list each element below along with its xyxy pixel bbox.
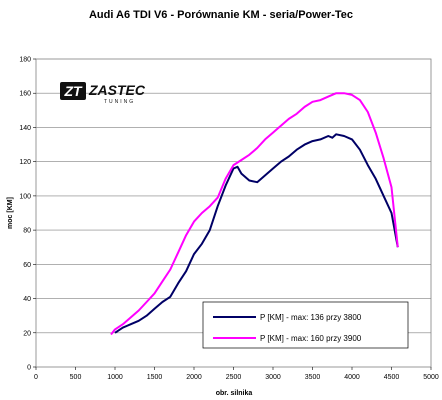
logo-tagline: TUNING <box>104 99 135 105</box>
y-tick-label: 80 <box>23 228 31 235</box>
chart-title: Audi A6 TDI V6 - Porównanie KM - seria/P… <box>89 9 353 21</box>
y-tick-label: 140 <box>19 125 31 132</box>
x-tick-label: 500 <box>70 374 82 381</box>
y-axis-label: moc [KM] <box>7 197 14 229</box>
series-lines <box>110 92 399 336</box>
legend: P [KM] - max: 136 przy 3800 P [KM] - max… <box>202 301 409 349</box>
x-tick-label: 0 <box>34 374 38 381</box>
y-tick-label: 120 <box>19 159 31 166</box>
y-tick-label: 180 <box>19 57 31 64</box>
x-tick-label: 4000 <box>344 374 360 381</box>
x-tick-label: 5000 <box>423 374 439 381</box>
legend-label-series-2: P [KM] - max: 160 przy 3900 <box>260 334 362 343</box>
x-tick-label: 2000 <box>186 374 202 381</box>
series-line-1 <box>114 133 399 334</box>
y-tick-labels: 0 20 40 60 80 100 120 140 160 180 <box>19 57 36 372</box>
logo-brand: ZASTEC <box>88 82 146 98</box>
x-tick-label: 4500 <box>384 374 400 381</box>
zastec-logo: ZT ZASTEC TUNING <box>60 82 146 105</box>
x-tick-label: 1500 <box>147 374 163 381</box>
y-tick-label: 60 <box>23 262 31 269</box>
series-line-2 <box>110 92 399 336</box>
x-tick-label: 3500 <box>305 374 321 381</box>
y-tick-label: 40 <box>23 296 31 303</box>
x-tick-label: 3000 <box>265 374 281 381</box>
y-tick-label: 160 <box>19 91 31 98</box>
x-axis-label: obr. silnika <box>216 390 253 397</box>
y-tick-label: 100 <box>19 193 31 200</box>
y-tick-label: 20 <box>23 330 31 337</box>
x-tick-labels: 0 500 1000 1500 2000 2500 3000 3500 4000 4500 5000 <box>34 367 439 381</box>
y-tick-label: 0 <box>27 365 31 372</box>
x-tick-label: 2500 <box>226 374 242 381</box>
x-tick-label: 1000 <box>107 374 123 381</box>
logo-monogram: ZT <box>63 83 83 99</box>
legend-box <box>202 301 409 349</box>
legend-label-series-1: P [KM] - max: 136 przy 3800 <box>260 313 362 322</box>
